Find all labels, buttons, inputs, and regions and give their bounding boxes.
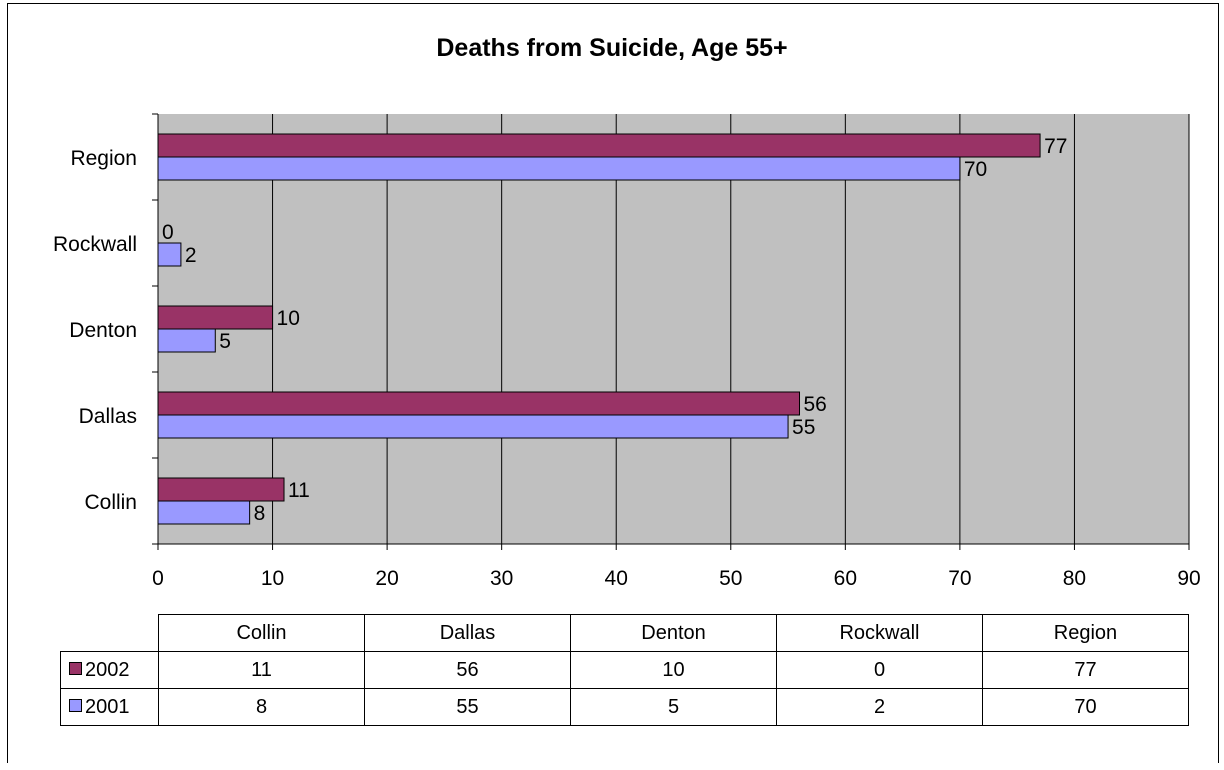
chart-title: Deaths from Suicide, Age 55+ bbox=[436, 34, 788, 62]
data-table-cell: 10 bbox=[570, 651, 777, 689]
x-tick-label: 10 bbox=[261, 567, 284, 590]
y-tick-label: Collin bbox=[84, 491, 137, 514]
data-label: 5 bbox=[219, 330, 231, 353]
bar-2002-dallas bbox=[157, 391, 801, 416]
data-table-cell: 2 bbox=[776, 688, 983, 726]
data-table-cell: 77 bbox=[982, 651, 1189, 689]
bar-2001-dallas bbox=[157, 414, 789, 439]
data-label: 0 bbox=[162, 221, 174, 244]
x-tick-label: 90 bbox=[1177, 567, 1200, 590]
data-label: 77 bbox=[1044, 135, 1067, 158]
legend-swatch-2002 bbox=[69, 661, 82, 675]
data-table-cell: 0 bbox=[776, 651, 983, 689]
data-table-cell: 11 bbox=[158, 651, 365, 689]
data-label: 10 bbox=[277, 307, 300, 330]
legend-entry-2002: 2002 bbox=[60, 651, 159, 689]
data-label: 2 bbox=[185, 244, 197, 267]
data-table-cell: 70 bbox=[982, 688, 1189, 726]
data-table-cell: 55 bbox=[364, 688, 571, 726]
data-table-header-row: Collin Dallas Denton Rockwall Region bbox=[60, 614, 1189, 652]
bar-chart: 0 10 20 30 40 50 60 70 80 90CollinDallasDentonRoc… bbox=[53, 113, 1201, 590]
data-table-row: 2001 8 55 5 2 70 bbox=[60, 688, 1189, 726]
bar-2002-collin bbox=[157, 477, 285, 502]
plot-area bbox=[158, 114, 1189, 544]
data-table-header: Dallas bbox=[364, 614, 571, 652]
y-tick-label: Rockwall bbox=[53, 233, 137, 256]
bar-2001-denton bbox=[157, 328, 216, 353]
x-tick-label: 50 bbox=[719, 567, 742, 590]
legend-label: 2002 bbox=[85, 658, 130, 681]
data-table-row: 2002 11 56 10 0 77 bbox=[60, 651, 1189, 689]
legend-label: 2001 bbox=[85, 695, 130, 718]
data-table-cell: 5 bbox=[570, 688, 777, 726]
data-table-cell: 8 bbox=[158, 688, 365, 726]
y-tick-label: Dallas bbox=[79, 405, 137, 428]
data-label: 70 bbox=[964, 158, 987, 181]
bar-2001-region bbox=[157, 156, 961, 181]
bars bbox=[157, 133, 1041, 525]
data-label: 55 bbox=[792, 416, 815, 439]
data-label: 11 bbox=[288, 479, 310, 502]
x-tick-label: 60 bbox=[834, 567, 857, 590]
data-table-header: Rockwall bbox=[776, 614, 983, 652]
x-tick-label: 40 bbox=[605, 567, 628, 590]
legend-swatch-2001 bbox=[69, 698, 82, 712]
bar-2001-rockwall bbox=[157, 242, 182, 267]
x-tick-label: 70 bbox=[948, 567, 971, 590]
gridlines bbox=[272, 114, 1190, 544]
x-tick-label: 20 bbox=[375, 567, 398, 590]
data-label: 8 bbox=[254, 502, 266, 525]
data-table-corner bbox=[60, 614, 159, 652]
x-tick-label: 30 bbox=[490, 567, 513, 590]
y-tick-label: Region bbox=[70, 147, 137, 170]
data-label: 56 bbox=[804, 393, 827, 416]
legend-entry-2001: 2001 bbox=[60, 688, 159, 726]
y-tick-label: Denton bbox=[69, 319, 137, 342]
data-table-header: Denton bbox=[570, 614, 777, 652]
bar-2001-collin bbox=[157, 500, 251, 525]
bar-2002-region bbox=[157, 133, 1041, 158]
data-table: Collin Dallas Denton Rockwall Region 200… bbox=[60, 614, 1189, 726]
x-tick-label: 80 bbox=[1063, 567, 1086, 590]
data-table-cell: 56 bbox=[364, 651, 571, 689]
data-table-header: Collin bbox=[158, 614, 365, 652]
x-tick-label: 0 bbox=[152, 567, 164, 590]
data-table-header: Region bbox=[982, 614, 1189, 652]
bar-2002-denton bbox=[157, 305, 274, 330]
